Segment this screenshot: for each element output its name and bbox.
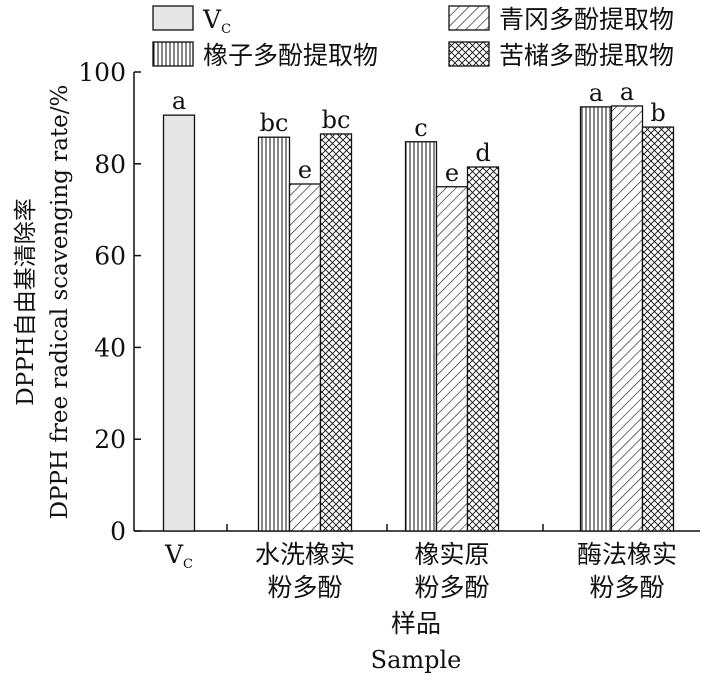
y-tick-label: 100 xyxy=(78,58,126,87)
bar-qg xyxy=(610,105,644,532)
y-axis-label-cn: DPPH自由基清除率 xyxy=(13,198,39,405)
y-tick-label: 60 xyxy=(94,242,126,271)
significance-letter: a xyxy=(172,87,186,115)
group-label-line2: 粉多酚 xyxy=(267,573,342,602)
legend-label-subscript: C xyxy=(221,22,231,37)
y-tick-label: 40 xyxy=(94,333,126,362)
significance-letter: a xyxy=(620,78,634,106)
significance-letter: d xyxy=(475,139,490,167)
group-label-line1: 水洗橡实 xyxy=(255,540,355,569)
significance-letter: a xyxy=(589,79,603,107)
bar-qg xyxy=(288,183,322,532)
group-label-line2: 粉多酚 xyxy=(589,573,664,602)
legend-label-kz: 苦槠多酚提取物 xyxy=(499,41,674,70)
y-tick-label: 80 xyxy=(94,150,126,179)
bar-xz xyxy=(404,141,438,532)
legend-label-xz: 橡子多酚提取物 xyxy=(203,41,378,70)
y-tick-label: 0 xyxy=(110,517,126,546)
bar-series xyxy=(162,105,675,532)
legend-label-vc: VC xyxy=(202,5,231,37)
significance-letter: bc xyxy=(260,109,289,137)
bar-qg xyxy=(435,186,469,532)
significance-letter: e xyxy=(298,156,312,184)
legend-label-qg: 青冈多酚提取物 xyxy=(499,5,674,34)
bar-kz xyxy=(641,126,675,532)
legend-swatch-qg xyxy=(448,5,490,31)
group-label-line1: 酶法橡实 xyxy=(577,540,677,569)
y-axis-ticks: 0 20 40 60 80 100 xyxy=(78,58,141,546)
bar-xz xyxy=(257,136,291,532)
significance-letter: c xyxy=(414,114,427,142)
significance-letter: b xyxy=(650,99,665,127)
legend-swatch-kz xyxy=(448,41,490,67)
significance-letter: e xyxy=(445,159,459,187)
x-axis-label-cn: 样品 xyxy=(391,609,441,638)
legend-swatch-xz xyxy=(152,41,194,67)
group-label-subscript: C xyxy=(183,557,193,572)
x-axis-label-en: Sample xyxy=(371,646,462,674)
bar-vc xyxy=(162,114,196,532)
bar-kz xyxy=(319,133,353,532)
bar-kz xyxy=(466,166,500,532)
group-label-line2: 粉多酚 xyxy=(414,573,489,602)
significance-letter: bc xyxy=(322,106,351,134)
bar-xz xyxy=(579,106,613,532)
y-tick-label: 20 xyxy=(94,425,126,454)
y-axis-label-en: DPPH free radical scavenging rate/% xyxy=(47,85,73,520)
legend-swatch-vc xyxy=(152,5,194,31)
group-label-line1: VC xyxy=(164,540,193,572)
group-label-line1: 橡实原 xyxy=(414,540,489,569)
x-axis-group-dividers xyxy=(226,524,544,531)
